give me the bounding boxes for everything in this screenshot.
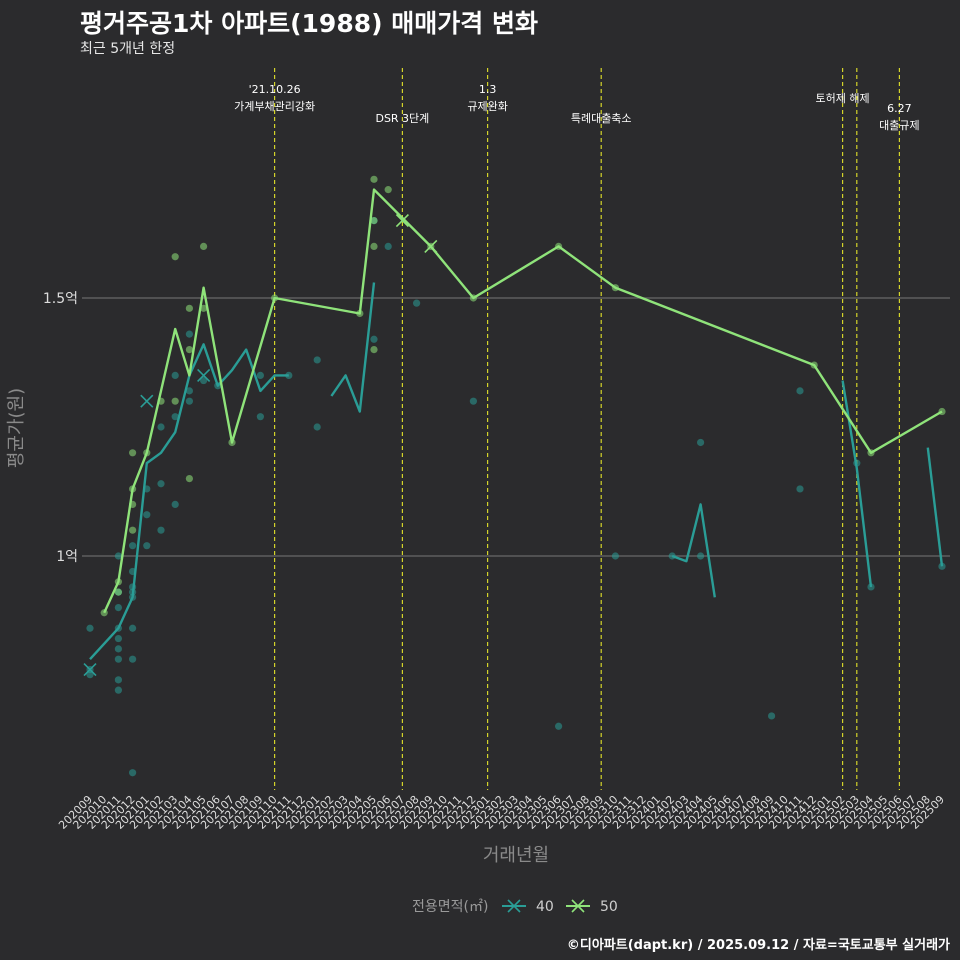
data-point-40: [697, 552, 705, 560]
data-point-40: [697, 438, 705, 447]
data-point-40: [200, 376, 208, 385]
source-caption: ©디아파트(dapt.kr) / 2025.09.12 / 자료=국토교통부 실…: [566, 938, 950, 953]
event-label: 1.3: [479, 83, 497, 96]
data-point-40: [384, 242, 392, 250]
data-point-40: [185, 397, 193, 405]
data-point-40: [86, 624, 94, 632]
data-point-40: [114, 552, 122, 560]
data-point-40: [143, 511, 151, 519]
y-tick-label: 1억: [56, 549, 78, 565]
data-point-50: [370, 175, 378, 183]
legend-key-cross-40: [507, 899, 521, 913]
data-point-40: [256, 413, 264, 421]
series-line-40: [671, 503, 716, 598]
data-point-40: [256, 371, 264, 379]
cancelled-marker-40: [140, 394, 154, 408]
series-line-40: [89, 343, 289, 661]
data-point-40: [469, 397, 477, 405]
data-point-40: [171, 413, 179, 421]
event-label: 특례대출축소: [571, 112, 632, 125]
cancelled-marker-50: [424, 239, 438, 253]
data-point-50: [370, 242, 378, 250]
data-point-40: [157, 423, 165, 431]
data-point-40: [114, 645, 122, 653]
event-label: 규제완화: [467, 100, 507, 113]
legend-label-50: 50: [600, 899, 618, 915]
data-point-40: [114, 604, 122, 612]
event-label: 대출규제: [879, 119, 919, 132]
data-point-50: [129, 449, 137, 457]
data-point-40: [129, 655, 137, 663]
data-point-40: [157, 480, 165, 488]
cancelled-marker-50: [395, 214, 409, 228]
data-point-40: [796, 485, 804, 493]
data-point-40: [171, 371, 179, 379]
data-point-40: [313, 423, 321, 431]
data-point-50: [114, 588, 122, 596]
event-label: '21.10.26: [249, 83, 301, 96]
data-point-40: [185, 387, 193, 395]
data-point-50: [185, 304, 193, 312]
data-point-40: [768, 712, 776, 720]
data-point-50: [171, 253, 179, 261]
data-point-40: [129, 769, 137, 777]
data-point-40: [129, 624, 137, 632]
legend: 전용면적(㎡) 40 50: [412, 899, 618, 915]
chart-title: 평거주공1차 아파트(1988) 매매가격 변화: [80, 9, 538, 38]
data-point-40: [129, 542, 137, 550]
event-label: 토허제 해제: [816, 91, 870, 105]
data-point-40: [114, 686, 122, 694]
cancelled-marker-40: [197, 368, 211, 382]
data-point-40: [86, 671, 94, 679]
data-point-50: [171, 397, 179, 405]
series-line-40: [926, 447, 944, 567]
event-label: 6.27: [887, 102, 912, 115]
data-point-40: [555, 722, 563, 730]
series-line-40: [841, 380, 873, 588]
data-point-50: [200, 242, 208, 250]
data-point-40: [313, 356, 321, 364]
y-axis-title: 평균가(원): [6, 388, 27, 468]
data-point-40: [611, 552, 620, 560]
legend-title: 전용면적(㎡): [412, 899, 488, 915]
data-point-50: [129, 526, 137, 534]
event-label: 가계부채관리강화: [234, 100, 315, 113]
y-tick-label: 1.5억: [43, 291, 78, 307]
data-point-40: [413, 299, 421, 307]
chart-subtitle: 최근 5개년 한정: [80, 41, 176, 57]
data-point-40: [157, 526, 165, 534]
data-point-40: [114, 655, 122, 663]
cancelled-marker-40: [83, 662, 97, 677]
data-point-40: [370, 335, 378, 343]
data-point-50: [370, 346, 378, 354]
data-point-50: [185, 475, 193, 483]
series-line-50: [103, 188, 943, 614]
event-label: DSR 3단계: [375, 112, 429, 125]
series-line-40: [330, 282, 376, 413]
data-point-40: [114, 676, 122, 684]
data-point-50: [185, 346, 193, 354]
data-point-40: [143, 542, 151, 550]
data-point-50: [384, 186, 392, 194]
data-point-40: [938, 562, 946, 570]
data-point-40: [114, 634, 122, 643]
series-40: [83, 217, 946, 777]
data-point-50: [200, 304, 208, 312]
data-point-40: [171, 500, 179, 508]
legend-label-40: 40: [536, 899, 554, 915]
legend-key-cross-50: [571, 899, 585, 913]
data-point-40: [185, 330, 193, 338]
x-axis-title: 거래년월: [483, 845, 549, 866]
series-50: [100, 175, 946, 617]
data-point-50: [370, 217, 378, 225]
data-point-40: [796, 387, 804, 395]
